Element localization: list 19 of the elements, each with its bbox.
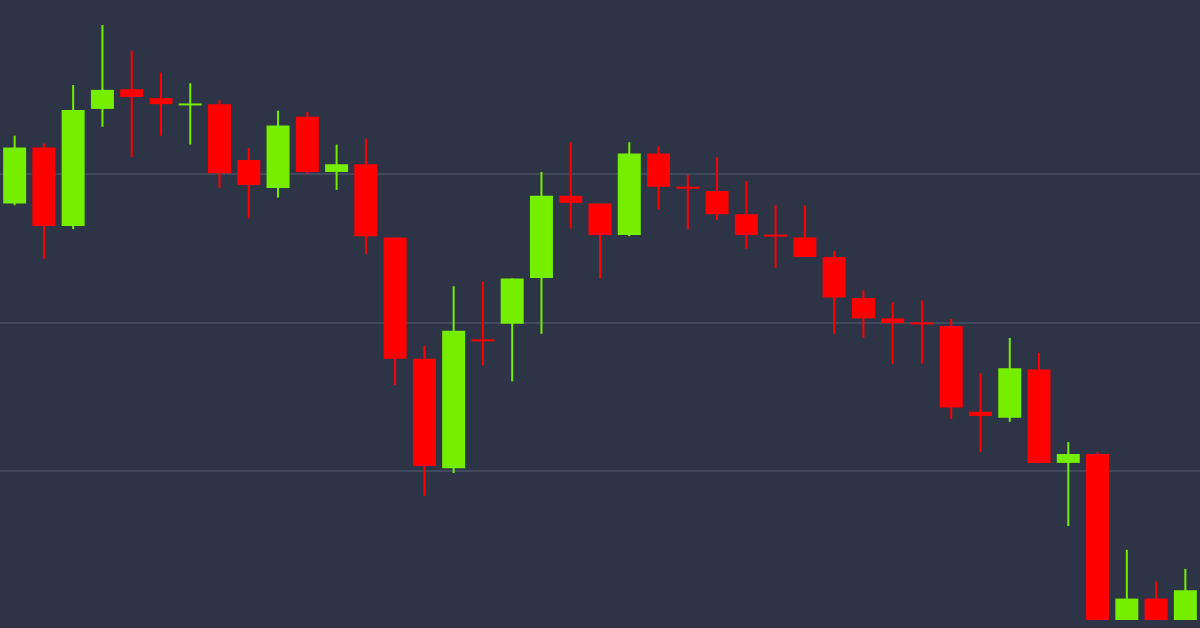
candlestick [881,301,905,366]
candlestick [559,141,583,230]
candlestick [90,24,114,128]
candlestick [1115,548,1139,621]
candlestick [1056,441,1080,527]
candlestick [120,49,144,159]
candlestick [178,82,202,146]
candlestick [793,204,817,259]
candlestick [705,156,729,222]
candlestick [1144,580,1168,621]
candlestick [910,299,934,365]
candlestick [676,173,700,231]
candlestick [968,372,992,454]
candlestick [851,289,875,339]
candlestick [149,71,173,137]
candlestick [764,204,788,269]
candlestick [325,143,349,191]
candlestick [471,280,495,367]
candlestick [734,179,758,250]
